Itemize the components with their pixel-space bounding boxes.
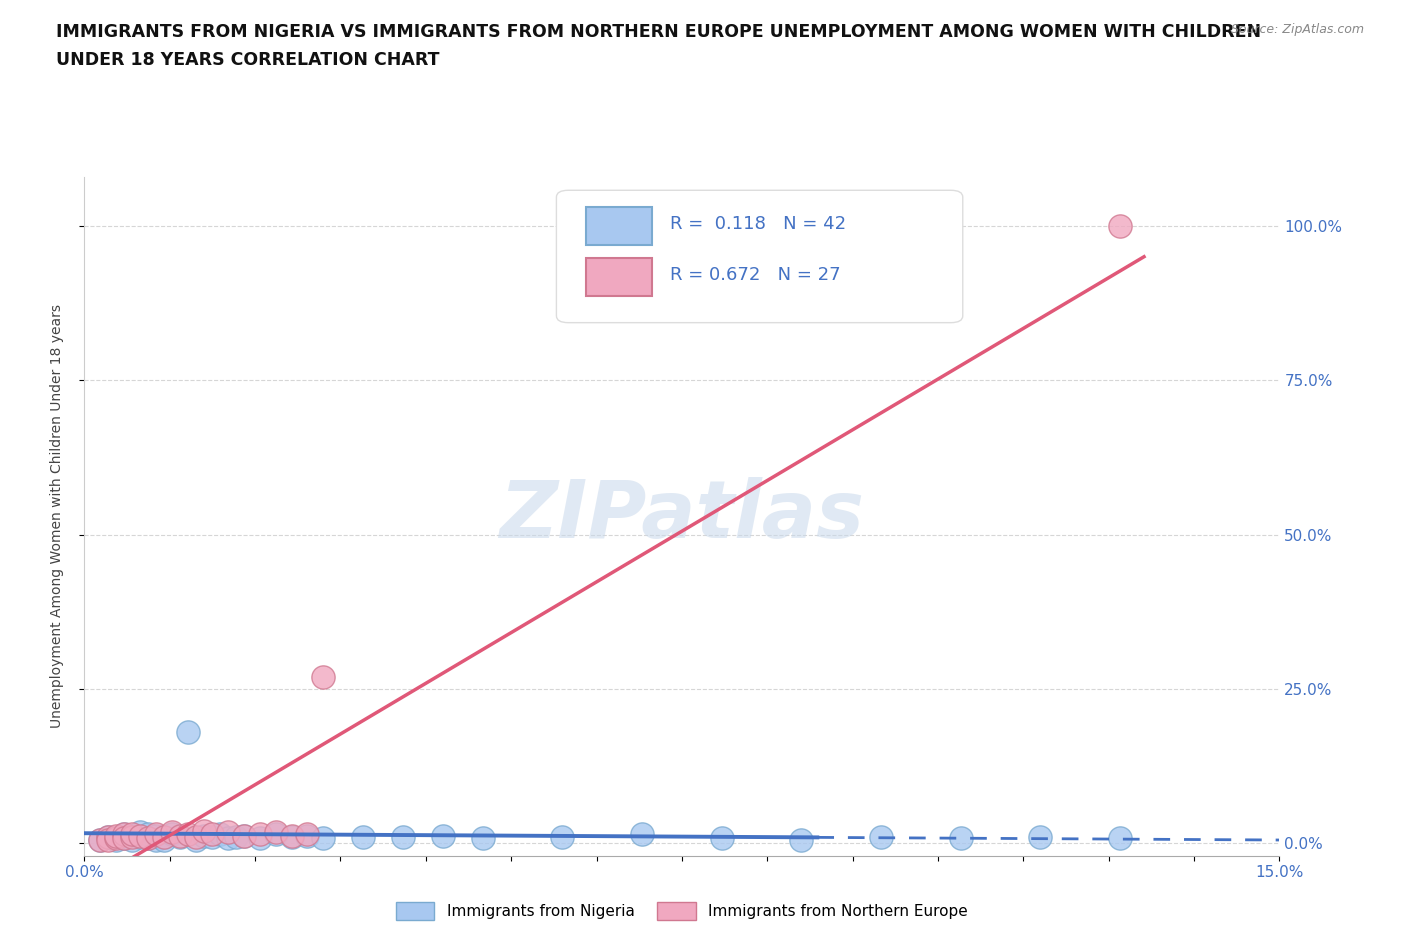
Point bbox=[312, 670, 335, 684]
Point bbox=[105, 830, 128, 845]
Text: R =  0.118   N = 42: R = 0.118 N = 42 bbox=[669, 215, 846, 233]
Point bbox=[129, 830, 152, 844]
Point bbox=[153, 832, 176, 847]
Point bbox=[105, 829, 128, 844]
Point bbox=[184, 832, 207, 847]
Text: UNDER 18 YEARS CORRELATION CHART: UNDER 18 YEARS CORRELATION CHART bbox=[56, 51, 440, 69]
Point bbox=[177, 724, 200, 739]
Point bbox=[121, 832, 143, 847]
Point bbox=[129, 825, 152, 840]
Point bbox=[112, 827, 135, 842]
Point bbox=[1109, 219, 1132, 233]
Point bbox=[105, 832, 128, 847]
Point bbox=[112, 830, 135, 845]
FancyBboxPatch shape bbox=[586, 259, 652, 296]
Point bbox=[280, 830, 302, 844]
Point bbox=[136, 827, 159, 842]
Point bbox=[184, 830, 207, 844]
Point bbox=[551, 830, 574, 844]
Point bbox=[145, 832, 167, 847]
Point bbox=[112, 830, 135, 845]
Point bbox=[870, 830, 893, 844]
Text: Source: ZipAtlas.com: Source: ZipAtlas.com bbox=[1230, 23, 1364, 36]
Point bbox=[1109, 830, 1132, 845]
Point bbox=[177, 827, 200, 842]
Text: IMMIGRANTS FROM NIGERIA VS IMMIGRANTS FROM NORTHERN EUROPE UNEMPLOYMENT AMONG WO: IMMIGRANTS FROM NIGERIA VS IMMIGRANTS FR… bbox=[56, 23, 1261, 41]
Point bbox=[790, 832, 813, 847]
Point bbox=[136, 830, 159, 845]
Point bbox=[169, 830, 191, 844]
Text: ZIPatlas: ZIPatlas bbox=[499, 477, 865, 555]
Point bbox=[232, 829, 254, 844]
Text: R = 0.672   N = 27: R = 0.672 N = 27 bbox=[669, 266, 841, 285]
Point bbox=[249, 827, 271, 842]
Point bbox=[169, 829, 191, 844]
Point bbox=[97, 830, 120, 844]
Point bbox=[232, 829, 254, 844]
Point bbox=[112, 827, 135, 842]
Point bbox=[631, 827, 654, 842]
Point bbox=[1029, 830, 1052, 844]
Point bbox=[217, 830, 239, 845]
Point bbox=[97, 832, 120, 847]
Point bbox=[121, 830, 143, 844]
FancyBboxPatch shape bbox=[586, 207, 652, 245]
Y-axis label: Unemployment Among Women with Children Under 18 years: Unemployment Among Women with Children U… bbox=[49, 304, 63, 728]
Point bbox=[89, 832, 111, 847]
Point bbox=[145, 829, 167, 844]
Point bbox=[153, 830, 176, 844]
Point bbox=[193, 829, 215, 844]
Point bbox=[297, 829, 319, 844]
Point bbox=[392, 830, 415, 844]
Point bbox=[264, 825, 287, 840]
Point bbox=[145, 827, 167, 842]
Legend: Immigrants from Nigeria, Immigrants from Northern Europe: Immigrants from Nigeria, Immigrants from… bbox=[389, 897, 974, 926]
Point bbox=[264, 827, 287, 842]
Point bbox=[160, 827, 183, 842]
Point bbox=[352, 830, 374, 844]
Point bbox=[208, 827, 231, 842]
Point bbox=[153, 830, 176, 844]
Point bbox=[225, 830, 247, 844]
Point bbox=[97, 830, 120, 844]
Point bbox=[160, 825, 183, 840]
Point bbox=[121, 827, 143, 842]
Point bbox=[217, 825, 239, 840]
Point bbox=[249, 830, 271, 845]
FancyBboxPatch shape bbox=[557, 191, 963, 323]
Point bbox=[710, 830, 733, 845]
Point bbox=[201, 827, 224, 842]
Point bbox=[432, 829, 454, 844]
Point bbox=[136, 830, 159, 845]
Point bbox=[471, 830, 494, 845]
Point bbox=[129, 829, 152, 844]
Point bbox=[89, 832, 111, 847]
Point bbox=[280, 829, 302, 844]
Point bbox=[297, 827, 319, 842]
Point bbox=[201, 830, 224, 844]
Point bbox=[193, 823, 215, 838]
Point bbox=[949, 830, 972, 845]
Point bbox=[312, 830, 335, 845]
Point bbox=[121, 829, 143, 844]
